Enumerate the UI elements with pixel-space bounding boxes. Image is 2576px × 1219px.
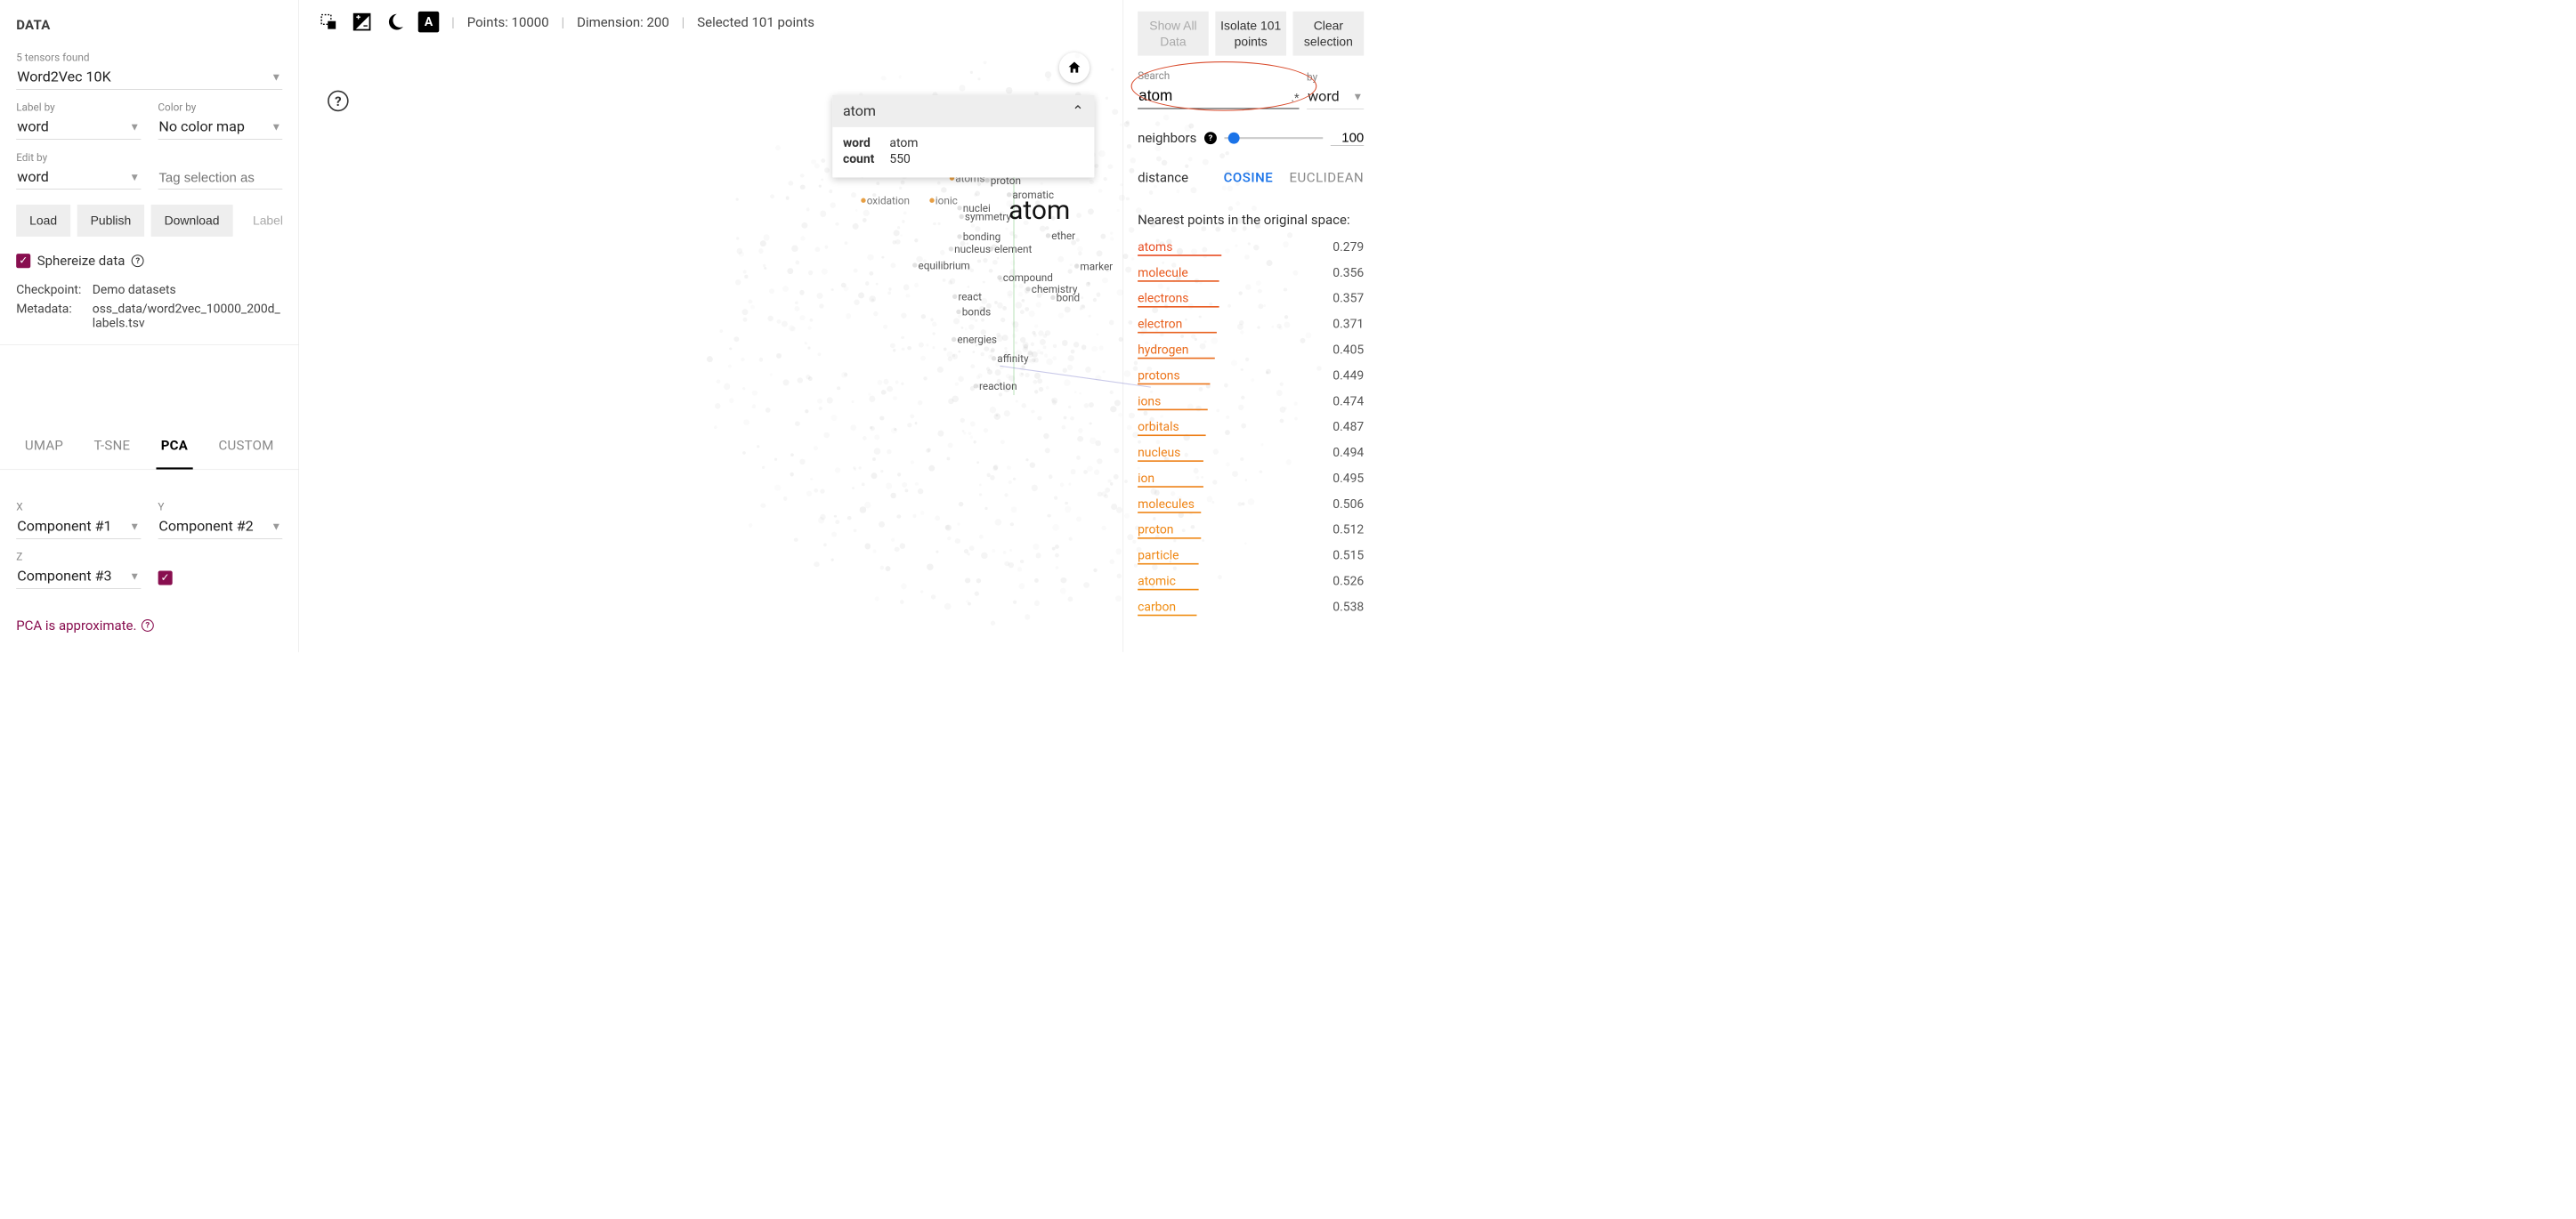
slider-thumb[interactable] <box>1228 132 1240 143</box>
tab-umap[interactable]: UMAP <box>20 420 69 469</box>
chevron-up-icon: ⌃ <box>1072 103 1083 120</box>
point-label: react <box>958 291 982 303</box>
point-label: bonding <box>963 231 1000 243</box>
nearest-item[interactable]: electrons0.357 <box>1138 290 1364 305</box>
download-button[interactable]: Download <box>151 205 233 237</box>
chevron-down-icon: ▼ <box>129 520 140 532</box>
z-component-select[interactable]: Component #3 ▼ <box>16 565 141 589</box>
tab-pca[interactable]: PCA <box>156 420 192 469</box>
nearest-item[interactable]: hydrogen0.405 <box>1138 342 1364 357</box>
chevron-down-icon: ▼ <box>129 570 140 583</box>
help-icon[interactable]: ? <box>132 254 144 267</box>
neighbors-input[interactable] <box>1331 130 1364 146</box>
chevron-down-icon: ▼ <box>271 70 282 83</box>
x-component-select[interactable]: Component #1 ▼ <box>16 515 141 539</box>
projection-tabs: UMAP T-SNE PCA CUSTOM <box>0 420 298 470</box>
edit-by-label: Edit by <box>16 152 141 164</box>
label-by-select[interactable]: word ▼ <box>16 116 141 140</box>
label-button: Label <box>239 205 296 237</box>
help-icon[interactable]: ? <box>142 619 154 632</box>
help-icon[interactable]: ? <box>1204 132 1217 144</box>
tab-t-sne[interactable]: T-SNE <box>89 420 135 469</box>
search-by-label: by <box>1307 71 1364 83</box>
tensors-found-label: 5 tensors found <box>16 52 282 63</box>
clear-selection-button[interactable]: Clearselection <box>1293 12 1365 56</box>
checkpoint-value: Demo datasets <box>93 283 282 297</box>
tensor-select-value: Word2Vec 10K <box>17 69 110 85</box>
point-label: bonds <box>962 307 992 319</box>
nearest-item[interactable]: atomic0.526 <box>1138 573 1364 588</box>
nearest-item[interactable]: nucleus0.494 <box>1138 445 1364 460</box>
load-button[interactable]: Load <box>16 205 70 237</box>
tensor-select[interactable]: Word2Vec 10K ▼ <box>16 66 282 90</box>
nearest-item[interactable]: molecules0.506 <box>1138 496 1364 511</box>
sphereize-label: Sphereize data <box>37 253 126 269</box>
isolate-button[interactable]: Isolate 101points <box>1215 12 1286 56</box>
neighbors-label: neighbors <box>1138 130 1196 146</box>
point-label: nucleus <box>954 244 991 255</box>
data-title: DATA <box>16 17 282 33</box>
z-axis-label: Z <box>16 552 141 563</box>
point-label: ionic <box>936 195 958 206</box>
nearest-item[interactable]: carbon0.538 <box>1138 599 1364 614</box>
pca-note: PCA is approximate. <box>16 618 136 634</box>
point-label: nuclei <box>963 203 991 214</box>
y-axis-label: Y <box>158 501 282 513</box>
search-by-select[interactable]: word ▼ <box>1307 85 1364 109</box>
nearest-title: Nearest points in the original space: <box>1138 212 1364 228</box>
nearest-item[interactable]: molecule0.356 <box>1138 264 1364 279</box>
selection-tooltip: atom ⌃ wordatomcount550 <box>832 95 1094 178</box>
chevron-down-icon: ▼ <box>129 121 140 133</box>
right-panel: Show AllData Isolate 101points Clearsele… <box>1123 0 1379 652</box>
nearest-item[interactable]: ion0.495 <box>1138 471 1364 486</box>
color-by-select[interactable]: No color map ▼ <box>158 116 282 140</box>
chevron-down-icon: ▼ <box>129 171 140 183</box>
metadata-key: Metadata: <box>16 302 93 330</box>
search-label: Search <box>1138 70 1299 82</box>
nearest-item[interactable]: orbitals0.487 <box>1138 419 1364 434</box>
search-input[interactable] <box>1138 84 1299 109</box>
nearest-item[interactable]: particle0.515 <box>1138 547 1364 562</box>
sphereize-checkbox[interactable]: ✓ <box>16 254 30 268</box>
chevron-down-icon: ▼ <box>271 520 282 532</box>
regex-toggle[interactable]: .* <box>1292 91 1300 104</box>
color-by-label: Color by <box>158 101 282 113</box>
projector-canvas[interactable]: A | Points: 10000 | Dimension: 200 | Sel… <box>299 0 1123 652</box>
z-enable-checkbox[interactable]: ✓ <box>158 570 172 585</box>
nearest-item[interactable]: electron0.371 <box>1138 316 1364 331</box>
y-component-select[interactable]: Component #2 ▼ <box>158 515 282 539</box>
publish-button[interactable]: Publish <box>77 205 145 237</box>
metadata-value: oss_data/word2vec_10000_200d_labels.tsv <box>93 302 282 330</box>
nearest-item[interactable]: protons0.449 <box>1138 367 1364 383</box>
nearest-item[interactable]: atoms0.279 <box>1138 239 1364 254</box>
point-label: bond <box>1057 292 1080 303</box>
tab-custom[interactable]: CUSTOM <box>214 420 279 469</box>
left-panel: DATA 5 tensors found Word2Vec 10K ▼ Labe… <box>0 0 299 652</box>
x-axis-label: X <box>16 501 141 513</box>
nearest-item[interactable]: proton0.512 <box>1138 521 1364 537</box>
checkpoint-key: Checkpoint: <box>16 283 93 297</box>
chevron-down-icon: ▼ <box>1353 90 1364 102</box>
tooltip-header[interactable]: atom ⌃ <box>832 95 1094 127</box>
show-all-button[interactable]: Show AllData <box>1138 12 1209 56</box>
chevron-down-icon: ▼ <box>271 121 282 133</box>
distance-label: distance <box>1138 169 1188 185</box>
neighbors-slider[interactable] <box>1224 137 1323 139</box>
distance-euclidean[interactable]: EUCLIDEAN <box>1289 169 1364 185</box>
edit-by-select[interactable]: word ▼ <box>16 165 141 190</box>
label-by-label: Label by <box>16 101 141 113</box>
tag-input[interactable] <box>158 166 282 190</box>
nearest-item[interactable]: ions0.474 <box>1138 393 1364 408</box>
